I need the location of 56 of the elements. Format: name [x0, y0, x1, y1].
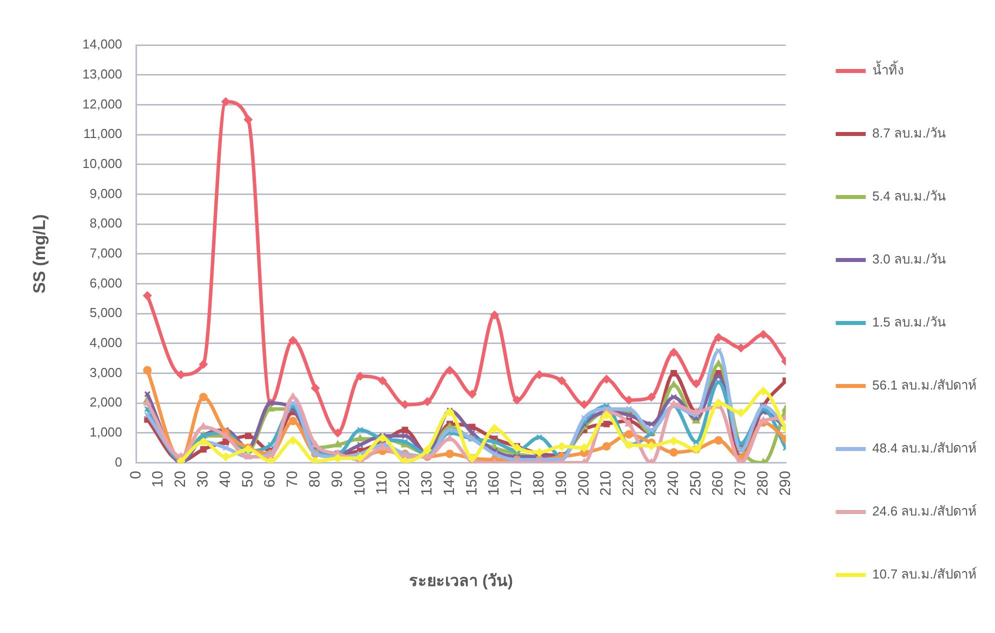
legend-label: 56.1 ลบ.ม./สัปดาห์: [872, 378, 977, 393]
x-tick-label: 160: [486, 470, 503, 496]
x-tick-label: 180: [530, 470, 548, 496]
y-tick-label: 13,000: [82, 66, 122, 82]
x-tick-label: 190: [552, 470, 570, 496]
x-tick-label: 280: [754, 470, 772, 496]
x-tick-label: 290: [776, 470, 794, 496]
x-tick-label: 220: [620, 470, 638, 496]
y-tick-label: 9,000: [90, 186, 122, 201]
y-tick-label: 7,000: [90, 245, 122, 260]
y-tick-label: 4,000: [90, 334, 122, 350]
x-tick-label: 80: [306, 470, 324, 488]
x-tick-label: 230: [642, 470, 660, 496]
x-tick-label: 210: [598, 470, 615, 496]
y-tick-label: 2,000: [90, 394, 122, 410]
x-tick-label: 100: [351, 470, 368, 496]
x-tick-label: 120: [396, 470, 414, 496]
legend-label: 3.0 ลบ.ม./วัน: [872, 252, 946, 267]
y-axis-title: SS (mg/L): [30, 214, 49, 294]
x-axis-title: ระยะเวลา (วัน): [408, 572, 514, 590]
legend-label: 10.7 ลบ.ม./สัปดาห์: [872, 566, 977, 582]
y-tick-label: 0: [114, 454, 122, 470]
x-tick-label: 140: [440, 470, 458, 496]
legend-label: 24.6 ลบ.ม./สัปดาห์: [872, 504, 977, 519]
x-tick-label: 90: [328, 470, 346, 488]
y-tick-label: 8,000: [90, 216, 122, 231]
x-tick-label: 110: [374, 470, 391, 495]
x-tick-label: 70: [284, 470, 302, 488]
x-tick-label: 60: [262, 470, 279, 488]
x-tick-label: 260: [710, 470, 727, 496]
y-tick-label: 3,000: [90, 364, 122, 380]
y-tick-label: 14,000: [82, 36, 122, 52]
x-tick-label: 200: [575, 470, 592, 496]
legend-label: 5.4 ลบ.ม./วัน: [872, 188, 946, 204]
x-tick-label: 250: [687, 470, 704, 496]
legend-label: 48.4 ลบ.ม./สัปดาห์: [872, 440, 977, 456]
legend-label: น้ำทิ้ง: [872, 60, 904, 78]
x-tick-label: 40: [216, 470, 234, 488]
x-tick-label: 150: [463, 470, 480, 496]
y-tick-label: 10,000: [82, 156, 122, 171]
x-tick-label: 20: [172, 470, 190, 488]
legend-label: 8.7 ลบ.ม./วัน: [872, 126, 946, 141]
x-tick-label: 50: [239, 470, 256, 488]
x-tick-label: 10: [150, 470, 167, 488]
y-tick-label: 12,000: [82, 96, 122, 112]
y-tick-label: 6,000: [90, 275, 122, 290]
y-tick-label: 1,000: [90, 424, 122, 440]
x-tick-label: 0: [127, 470, 144, 480]
y-tick-label: 11,000: [83, 126, 122, 142]
x-tick-label: 30: [194, 470, 212, 488]
x-tick-label: 240: [664, 470, 682, 496]
legend-label: 1.5 ลบ.ม./วัน: [872, 314, 946, 330]
x-tick-label: 270: [732, 470, 750, 496]
x-tick-label: 170: [508, 470, 526, 496]
x-tick-label: 130: [418, 470, 436, 496]
y-tick-label: 5,000: [90, 305, 122, 320]
